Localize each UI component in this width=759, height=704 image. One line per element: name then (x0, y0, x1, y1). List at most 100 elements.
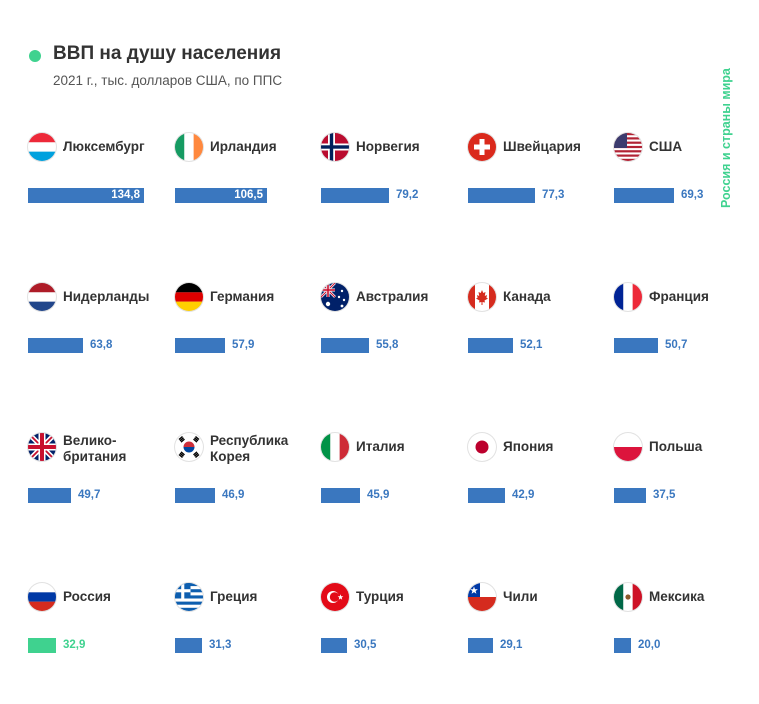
country-item-польша: Польша 37,5 (614, 433, 754, 523)
country-name: Италия (356, 439, 405, 454)
country-name: Греция (210, 589, 258, 604)
bar-value-label: 42,9 (512, 489, 535, 501)
bar-value-label: 37,5 (653, 489, 676, 501)
norway-flag-icon (321, 133, 349, 161)
germany-flag-icon (175, 283, 203, 311)
bar (614, 638, 631, 653)
country-name: Турция (356, 589, 404, 604)
country-item-люксембург: Люксембург 134,8 (28, 133, 168, 223)
bar-value-label: 20,0 (638, 639, 661, 651)
chart-subtitle: 2021 г., тыс. долларов США, по ППС (53, 73, 283, 88)
country-item-нидерланды: Нидерланды 63,8 (28, 283, 168, 373)
country-name: Германия (210, 289, 275, 304)
france-flag-icon (614, 283, 642, 311)
bar-value-label: 55,8 (376, 339, 399, 351)
country-name: Швейцария (503, 139, 581, 154)
canada-flag-icon (468, 283, 496, 311)
bar-value-label: 49,7 (78, 489, 101, 501)
bar-value-label: 57,9 (232, 339, 255, 351)
bar-value-label: 31,3 (209, 639, 232, 651)
bar-value-label: 46,9 (222, 489, 245, 501)
bar (321, 638, 347, 653)
country-name: Республика Корея (210, 433, 289, 464)
bar (321, 488, 360, 503)
bar (468, 188, 535, 203)
russia-flag-icon (28, 583, 56, 611)
bar-value-label: 79,2 (396, 189, 419, 201)
country-item-япония: Япония 42,9 (468, 433, 608, 523)
country-item-чили: Чили 29,1 (468, 583, 608, 673)
poland-flag-icon (614, 433, 642, 461)
country-item-ирландия: Ирландия 106,5 (175, 133, 315, 223)
bar (28, 488, 71, 503)
country-name: Россия (63, 589, 111, 604)
bar-value-label: 45,9 (367, 489, 390, 501)
country-item-турция: Турция 30,5 (321, 583, 461, 673)
country-name: Велико- британия (63, 433, 127, 464)
bar-value-label: 106,5 (234, 189, 263, 201)
country-item-республика-корея: Республика Корея 46,9 (175, 433, 315, 523)
bar (321, 188, 389, 203)
country-item-греция: Греция 31,3 (175, 583, 315, 673)
country-item-германия: Германия 57,9 (175, 283, 315, 373)
bar (28, 188, 144, 203)
uk-flag-icon (28, 433, 56, 461)
country-item-австралия: Австралия 55,8 (321, 283, 461, 373)
bar (175, 338, 225, 353)
bar-value-label: 69,3 (681, 189, 704, 201)
bar (614, 488, 646, 503)
country-item-россия: Россия 32,9 (28, 583, 168, 673)
bar (614, 188, 674, 203)
country-name: Австралия (356, 289, 429, 304)
bar-value-label: 52,1 (520, 339, 543, 351)
australia-flag-icon (321, 283, 349, 311)
luxembourg-flag-icon (28, 133, 56, 161)
chart-title: ВВП на душу населения (53, 43, 282, 64)
bar-value-label: 32,9 (63, 639, 86, 651)
title-dot-icon (29, 50, 41, 62)
switzerland-flag-icon (468, 133, 496, 161)
greece-flag-icon (175, 583, 203, 611)
bar-value-label: 134,8 (111, 189, 140, 201)
country-item-франция: Франция 50,7 (614, 283, 754, 373)
country-name: Чили (503, 589, 538, 604)
country-item-велико-британия: Велико- британия 49,7 (28, 433, 168, 523)
japan-flag-icon (468, 433, 496, 461)
country-name: Япония (503, 439, 554, 454)
country-item-мексика: Мексика 20,0 (614, 583, 754, 673)
country-name: Польша (649, 439, 703, 454)
bar (175, 488, 215, 503)
country-item-норвегия: Норвегия 79,2 (321, 133, 461, 223)
bar (28, 638, 56, 653)
bar (321, 338, 369, 353)
bar-value-label: 30,5 (354, 639, 377, 651)
country-name: Франция (649, 289, 709, 304)
country-name: Люксембург (63, 139, 145, 154)
bar (468, 638, 493, 653)
bar (468, 488, 505, 503)
netherlands-flag-icon (28, 283, 56, 311)
bar-value-label: 77,3 (542, 189, 565, 201)
country-item-швейцария: Швейцария 77,3 (468, 133, 608, 223)
mexico-flag-icon (614, 583, 642, 611)
bar (614, 338, 658, 353)
country-name: Норвегия (356, 139, 420, 154)
ireland-flag-icon (175, 133, 203, 161)
usa-flag-icon (614, 133, 642, 161)
bar-value-label: 29,1 (500, 639, 523, 651)
bar (175, 188, 267, 203)
bar-value-label: 50,7 (665, 339, 688, 351)
country-item-канада: Канада 52,1 (468, 283, 608, 373)
country-name: Нидерланды (63, 289, 150, 304)
chile-flag-icon (468, 583, 496, 611)
bar (28, 338, 83, 353)
country-name: Канада (503, 289, 551, 304)
bar (468, 338, 513, 353)
italy-flag-icon (321, 433, 349, 461)
country-item-сша: США 69,3 (614, 133, 754, 223)
country-name: Мексика (649, 589, 705, 604)
bar (175, 638, 202, 653)
country-name: Ирландия (210, 139, 277, 154)
bar-value-label: 63,8 (90, 339, 113, 351)
country-item-италия: Италия 45,9 (321, 433, 461, 523)
